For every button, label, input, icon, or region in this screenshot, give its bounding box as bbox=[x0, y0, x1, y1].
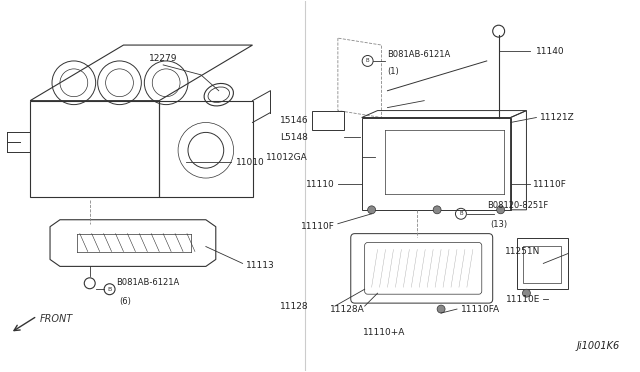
Circle shape bbox=[367, 206, 376, 214]
Text: 12279: 12279 bbox=[149, 54, 177, 63]
Text: Ji1001K6: Ji1001K6 bbox=[577, 341, 620, 351]
Text: 11010: 11010 bbox=[236, 158, 264, 167]
Text: 11012GA: 11012GA bbox=[266, 153, 308, 162]
Circle shape bbox=[522, 289, 531, 297]
Text: (6): (6) bbox=[120, 297, 131, 306]
Text: 11140: 11140 bbox=[536, 46, 565, 55]
Text: (1): (1) bbox=[387, 67, 399, 76]
Text: L5148: L5148 bbox=[280, 133, 308, 142]
Text: B081AB-6121A: B081AB-6121A bbox=[116, 278, 180, 287]
Text: 11128A: 11128A bbox=[330, 305, 365, 314]
Text: 11110+A: 11110+A bbox=[364, 328, 406, 337]
Text: 11121Z: 11121Z bbox=[540, 113, 575, 122]
Text: B: B bbox=[459, 211, 463, 216]
Text: 11251N: 11251N bbox=[505, 247, 540, 256]
Text: 11110F: 11110F bbox=[533, 180, 567, 189]
Text: 11110: 11110 bbox=[306, 180, 335, 189]
Text: 15146: 15146 bbox=[280, 116, 308, 125]
Text: FRONT: FRONT bbox=[40, 314, 74, 324]
Text: 11110E: 11110E bbox=[506, 295, 540, 304]
Text: B: B bbox=[108, 287, 112, 292]
Bar bbox=[524, 246, 561, 283]
Circle shape bbox=[497, 206, 504, 214]
Text: B08120-8251F: B08120-8251F bbox=[487, 201, 548, 210]
Text: 11128: 11128 bbox=[280, 302, 308, 311]
Bar bbox=[312, 110, 344, 131]
Text: 11110F: 11110F bbox=[301, 222, 335, 231]
Text: 11113: 11113 bbox=[246, 261, 275, 270]
Circle shape bbox=[433, 206, 441, 214]
Circle shape bbox=[437, 305, 445, 313]
Text: B081AB-6121A: B081AB-6121A bbox=[387, 50, 451, 59]
Text: (13): (13) bbox=[491, 220, 508, 229]
Text: 11110FA: 11110FA bbox=[461, 305, 500, 314]
Text: B: B bbox=[366, 58, 369, 64]
Bar bbox=[516, 238, 568, 289]
